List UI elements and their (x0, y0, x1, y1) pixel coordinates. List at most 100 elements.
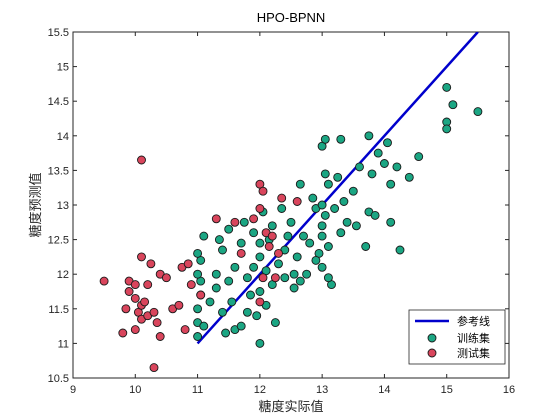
data-point (295, 179, 305, 189)
data-point (255, 238, 265, 248)
data-point (442, 124, 452, 134)
data-point (227, 297, 237, 307)
data-point (270, 273, 280, 283)
data-point (236, 238, 246, 248)
data-point (249, 262, 259, 272)
data-point (199, 321, 209, 331)
data-point (236, 321, 246, 331)
data-point (124, 287, 134, 296)
data-point (230, 262, 240, 272)
data-point (448, 100, 458, 110)
data-point (149, 363, 159, 373)
data-point (149, 307, 159, 317)
reference-line (196, 32, 479, 345)
y-tick-label: 15 (57, 62, 69, 74)
data-point (267, 221, 277, 231)
data-point (236, 248, 246, 258)
data-point (386, 179, 396, 189)
x-tick-label: 16 (503, 384, 515, 396)
data-point (230, 217, 240, 227)
data-point (274, 248, 283, 258)
legend-marker (427, 333, 437, 343)
y-tick-label: 12.5 (48, 235, 69, 247)
series-training (193, 82, 483, 348)
data-point (193, 332, 203, 341)
y-tick-label: 15.5 (48, 27, 69, 39)
data-point (242, 273, 252, 283)
data-point (130, 293, 140, 303)
y-tick-label: 11 (58, 338, 69, 350)
x-tick-label: 15 (441, 384, 453, 396)
data-point (246, 290, 255, 300)
data-point (161, 273, 171, 283)
data-point (155, 332, 165, 341)
data-point (295, 276, 305, 286)
data-point (218, 245, 227, 255)
data-point (336, 228, 346, 238)
data-point (186, 280, 196, 290)
data-point (305, 238, 315, 248)
legend-box (408, 309, 506, 365)
legend-label-reference: 参考线 (457, 314, 490, 328)
y-tick-label: 10.5 (48, 373, 69, 385)
data-point (196, 290, 206, 300)
data-point (193, 248, 203, 258)
data-point (224, 276, 234, 286)
data-point (255, 297, 265, 307)
data-point (339, 197, 349, 206)
data-point (308, 193, 318, 203)
data-point (323, 179, 333, 189)
data-point (342, 217, 352, 227)
data-point (211, 269, 221, 279)
data-point (442, 82, 452, 92)
data-point (249, 214, 259, 224)
data-point (252, 311, 262, 321)
x-tick-label: 14 (378, 384, 390, 396)
data-point (379, 159, 389, 168)
data-point (392, 162, 402, 172)
chart-title: HPO-BPNN (257, 10, 326, 25)
data-point (137, 252, 146, 262)
data-point (274, 259, 283, 269)
legend-label: 测试集 (457, 346, 490, 360)
data-point (336, 134, 346, 144)
data-point (152, 318, 162, 328)
data-point (193, 304, 203, 314)
series-test (99, 155, 302, 373)
data-point (121, 304, 131, 314)
data-point (383, 138, 392, 148)
data-point (286, 217, 296, 227)
data-point (118, 328, 128, 338)
data-point (193, 269, 203, 279)
x-axis-label: 糖度实际值 (258, 399, 323, 415)
data-point (255, 204, 265, 213)
data-point (404, 172, 414, 182)
data-point (351, 221, 361, 231)
data-point (180, 325, 190, 335)
data-point (414, 152, 424, 162)
data-point (299, 231, 308, 241)
data-point (292, 197, 302, 206)
data-point (174, 300, 184, 310)
x-tick-label: 9 (70, 384, 76, 396)
data-point (323, 273, 333, 283)
data-point (140, 297, 150, 307)
y-tick-label: 14 (57, 131, 69, 143)
data-point (311, 255, 321, 265)
data-point (218, 307, 227, 317)
y-tick-label: 13 (57, 200, 69, 212)
data-point (317, 221, 327, 231)
data-point (143, 280, 153, 290)
data-point (348, 186, 358, 196)
data-point (367, 169, 377, 179)
data-point (214, 235, 224, 245)
data-point (320, 210, 330, 220)
data-point (277, 204, 287, 213)
data-point (361, 242, 371, 251)
data-point (183, 259, 193, 269)
data-point (277, 193, 287, 203)
data-point (267, 231, 277, 241)
data-point (317, 262, 327, 272)
